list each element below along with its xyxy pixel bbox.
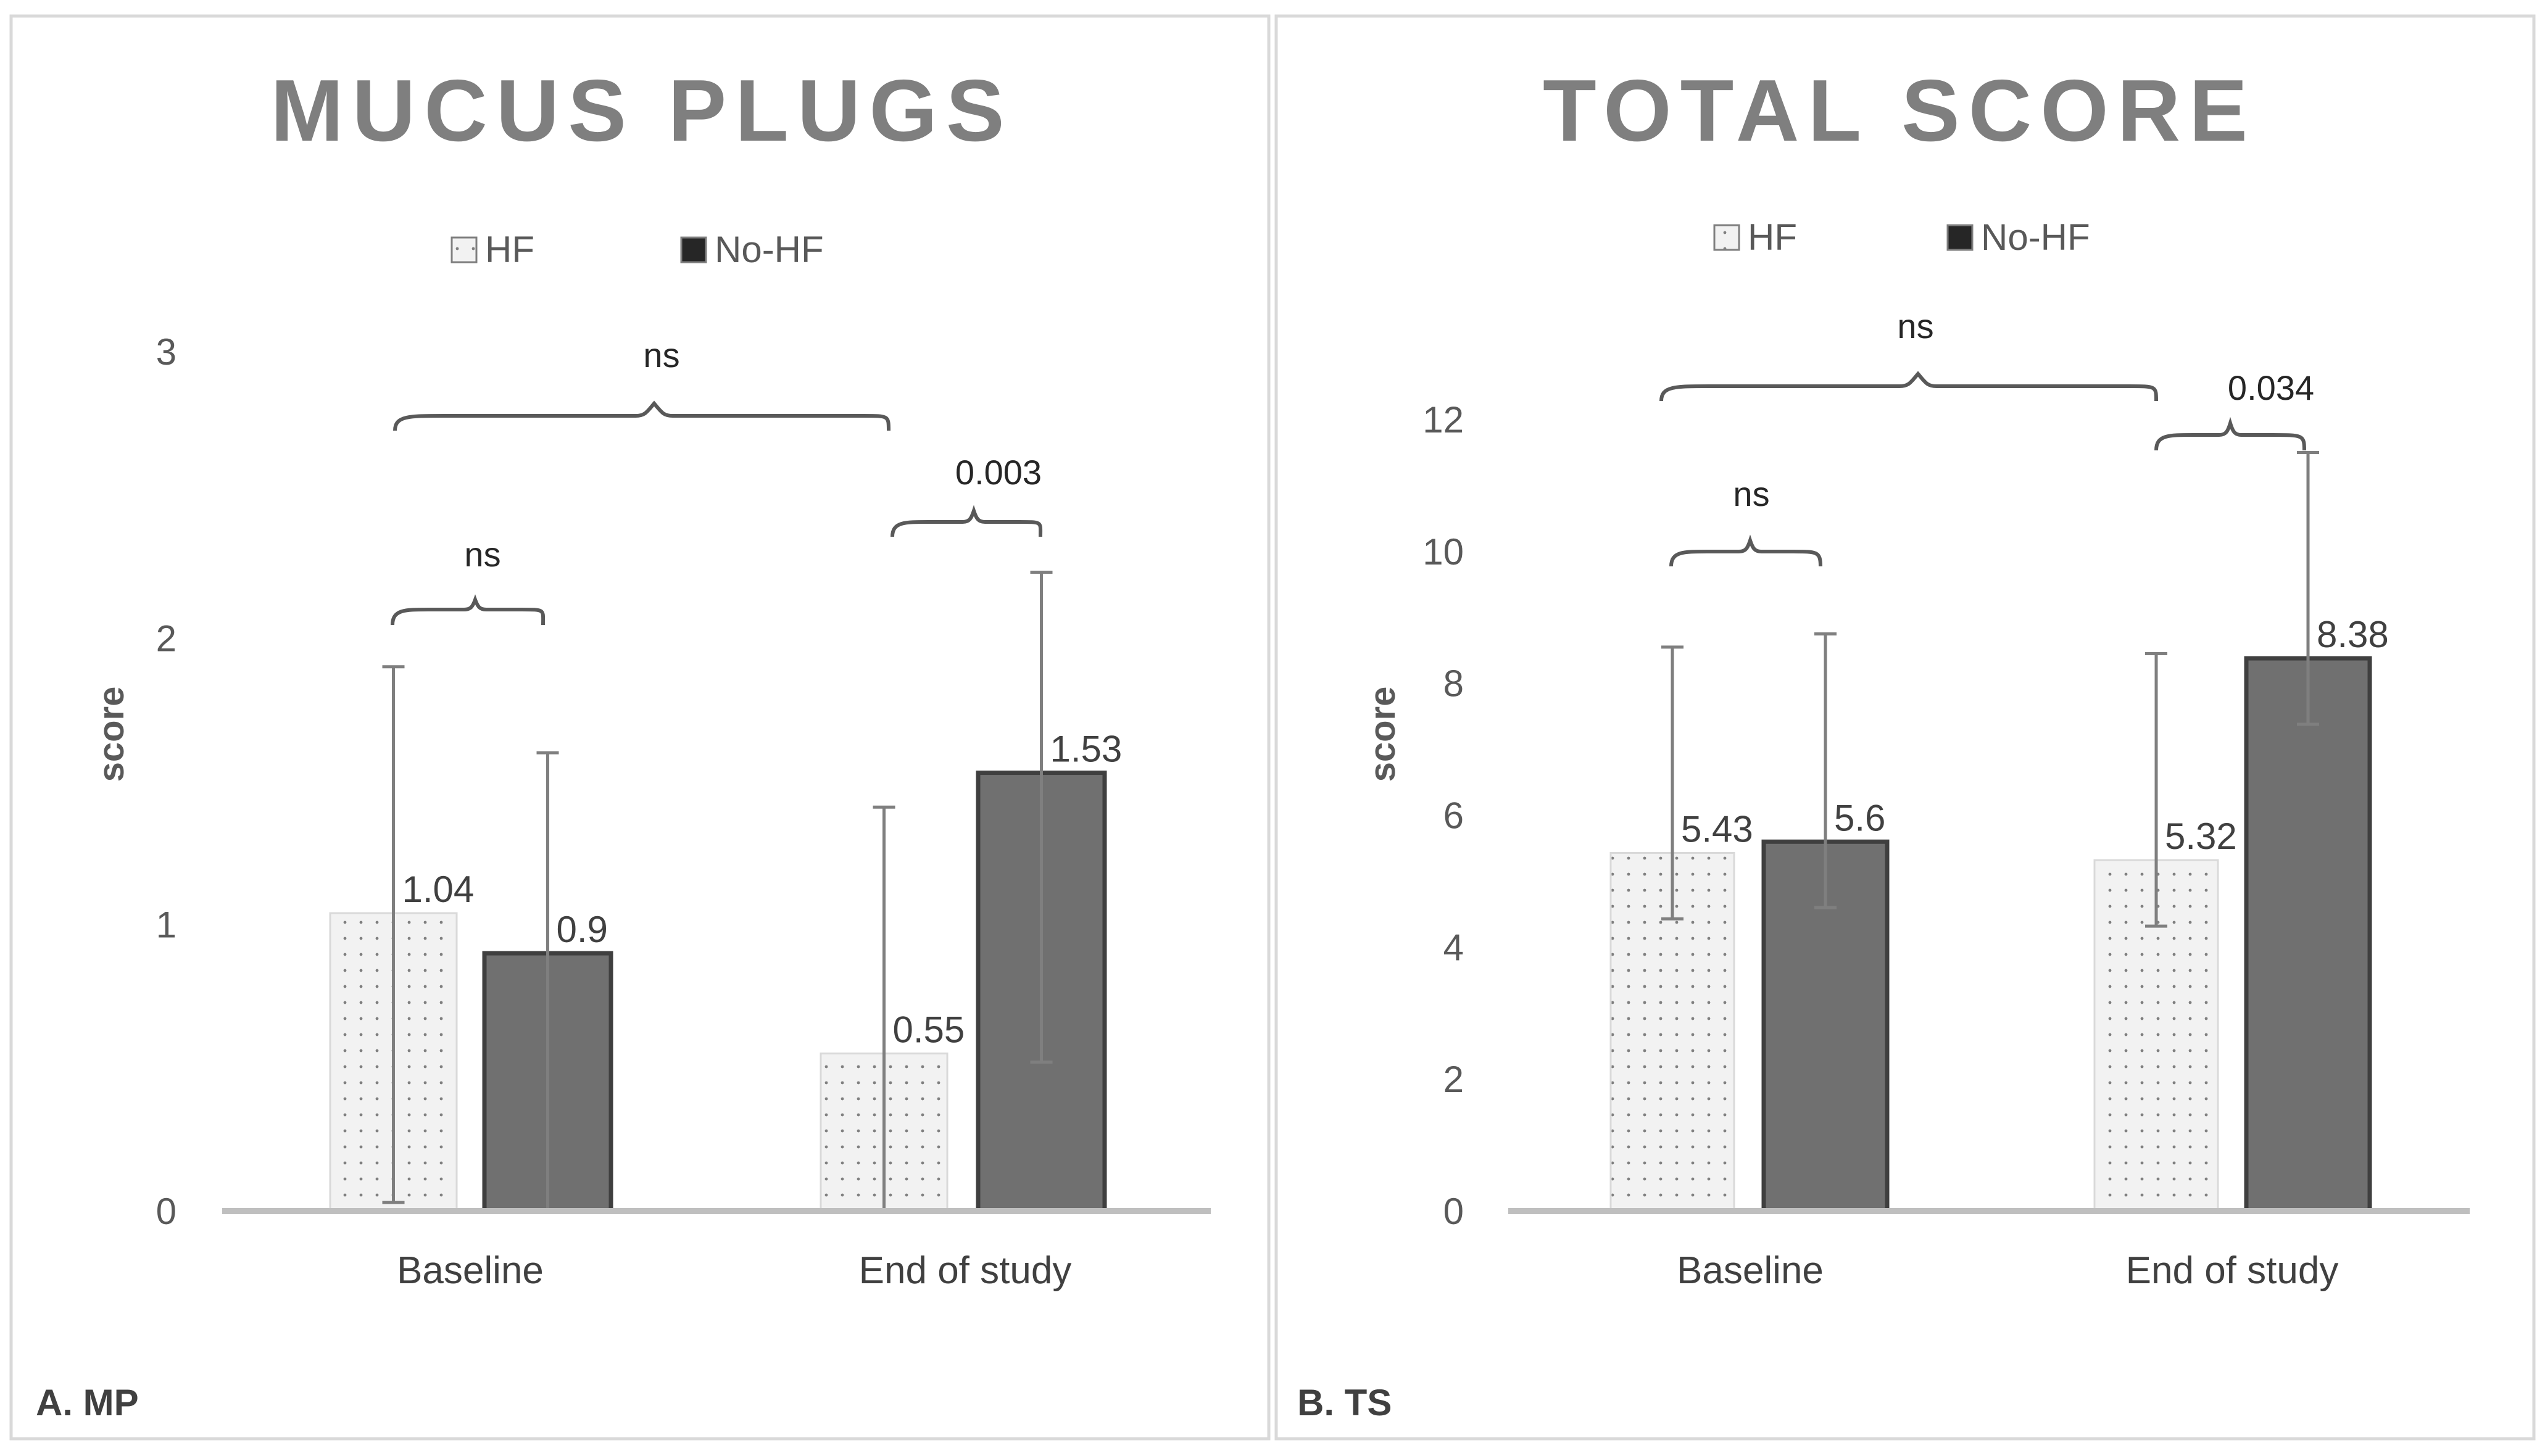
bar-nohf [2244,656,2372,1214]
data-label: 0.9 [557,909,608,950]
chart-title: MUCUS PLUGS [270,62,1013,160]
legend-swatch-hf [450,236,478,263]
legend-swatch-nohf [1946,224,1974,251]
y-tick-label: 12 [1422,399,1464,441]
bracket-label-end-of-study: 0.003 [955,453,1042,492]
x-category-label: End of study [859,1249,1072,1292]
legend-swatch-nohf [680,236,707,263]
significance-brackets: ns 0.034 ns [1659,307,2314,567]
y-tick-label: 4 [1443,927,1464,968]
bracket-between-timepoints [393,400,891,431]
chart-title: TOTAL SCORE [1543,62,2256,160]
data-label: 5.6 [1834,797,1885,838]
bracket-label-between-timepoints: ns [1897,307,1933,345]
data-label: 5.43 [1681,808,1753,850]
y-axis-label: score [91,687,131,782]
y-axis-label: score [1363,687,1403,782]
legend-swatch-hf [1713,224,1740,251]
legend-label-nohf: No-HF [715,229,824,270]
panel-border [9,14,1271,1441]
bracket-between-timepoints [1659,371,2158,402]
y-tick-label: 3 [156,331,176,373]
legend: HF No-HF [1713,217,2090,258]
x-category-label: Baseline [397,1249,544,1292]
panel-mucus-plugs: MUCUS PLUGS HF No-HF score 0 1 2 3 1.04 0.9 0… [9,14,1271,1441]
y-tick-label: 6 [1443,795,1464,837]
legend-label-hf: HF [1748,217,1797,258]
y-tick-label: 0 [156,1191,176,1232]
legend-label-nohf: No-HF [1981,217,2090,258]
y-tick-label: 2 [156,618,176,659]
panel-total-score: TOTAL SCORE HF No-HF score 0 2 4 6 8 10 12 5.4… [1274,14,2536,1441]
data-label: 5.32 [2165,816,2237,857]
bracket-label-baseline: ns [1733,474,1769,513]
bracket-baseline [1669,534,1822,567]
panel-label: A. MP [36,1382,139,1423]
data-label: 1.53 [1050,729,1123,770]
data-label: 0.55 [893,1009,965,1051]
significance-brackets: ns 0.003 ns [391,336,1043,626]
x-category-label: End of study [2126,1249,2339,1292]
bracket-end-of-study [891,505,1043,537]
bracket-baseline [391,594,546,626]
data-label: 8.38 [2317,614,2389,655]
y-tick-label: 1 [156,904,176,946]
y-tick-label: 0 [1443,1191,1464,1232]
y-tick-label: 10 [1422,531,1464,573]
panel-label: B. TS [1297,1382,1392,1423]
legend: HF No-HF [450,229,824,270]
bracket-label-end-of-study: 0.034 [2228,368,2314,407]
legend-label-hf: HF [485,229,534,270]
x-category-label: Baseline [1677,1249,1824,1292]
bracket-label-baseline: ns [464,535,500,574]
y-tick-label: 8 [1443,663,1464,705]
bracket-end-of-study [2154,416,2306,451]
bracket-label-between-timepoints: ns [643,336,679,374]
y-tick-label: 2 [1443,1059,1464,1100]
data-label: 1.04 [402,869,475,910]
